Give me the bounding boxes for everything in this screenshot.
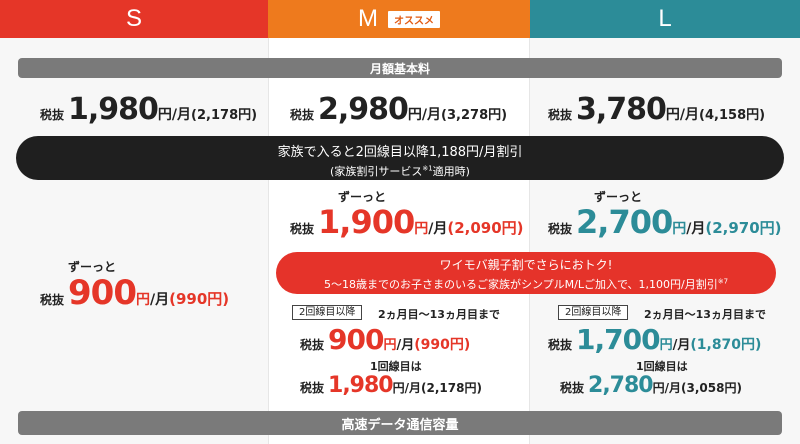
oyako-price-m: 税抜 900 円 /月 (990円)	[300, 323, 470, 356]
price-unit-month: /月	[150, 292, 170, 308]
price-unit: 円/月	[652, 381, 681, 395]
tax-label: 税抜	[548, 108, 573, 122]
first-line-price-l: 税抜 2,780 円/月 (3,058円)	[560, 373, 742, 398]
base-price-l: 税抜 3,780 円/月 (4,158円)	[548, 92, 765, 127]
recommended-badge: オススメ	[388, 10, 440, 28]
price-incl-tax: (2,970円)	[705, 219, 782, 237]
second-line-tag-m: 2回線目以降	[292, 305, 363, 320]
price-incl-tax: (2,178円)	[191, 108, 258, 123]
price-unit: 円/月	[407, 107, 442, 123]
plan-header-l: L	[530, 0, 800, 38]
tax-label: 税抜	[300, 381, 325, 395]
tax-label: 税抜	[40, 293, 65, 307]
family-note-text: (家族割引サービス	[330, 165, 423, 178]
price-value: 3,780	[576, 92, 667, 127]
oyako-note-text: 5〜18歳までのお子さまのいるご家族がシンプルM/Lご加入で、1,100円/月割…	[323, 278, 718, 291]
oyako-discount-banner: ワイモバ親子割でさらにおトク! 5〜18歳までのお子さまのいるご家族がシンプルM…	[276, 252, 776, 294]
tax-label: 税抜	[290, 222, 315, 236]
price-incl-tax: (3,058円)	[681, 381, 742, 395]
price-incl-tax: (990円)	[169, 290, 230, 308]
family-price-m: 税抜 1,900 円 /月 (2,090円)	[290, 203, 524, 241]
first-line-price-m: 税抜 1,980 円/月 (2,178円)	[300, 373, 482, 398]
oyako-discount-title: ワイモバ親子割でさらにおトク!	[439, 258, 613, 272]
tax-label: 税抜	[548, 338, 573, 352]
plan-name-l: L	[658, 5, 672, 32]
price-incl-tax: (3,278円)	[441, 108, 508, 123]
section-monthly-fee-label: 月額基本料	[369, 61, 430, 76]
price-unit: 円/月	[392, 381, 421, 395]
footnote-mark: ※7	[717, 277, 729, 286]
price-unit-yen: 円	[136, 292, 150, 308]
forever-label-l: ずーっと	[594, 190, 643, 204]
plan-name-m: M	[358, 5, 378, 32]
family-price-l: 税抜 2,700 円 /月 (2,970円)	[548, 203, 782, 241]
price-unit-yen: 円	[659, 338, 673, 353]
forever-label-s: ずーっと	[68, 260, 117, 274]
tax-label: 税抜	[40, 108, 65, 122]
price-incl-tax: (990円)	[414, 337, 471, 353]
price-unit-yen: 円	[672, 221, 687, 237]
price-incl-tax: (2,178円)	[421, 381, 482, 395]
section-monthly-fee: 月額基本料	[18, 58, 782, 78]
footnote-mark: ※1	[422, 164, 433, 173]
first-line-label-m: 1回線目は	[370, 360, 422, 373]
price-value: 1,900	[318, 203, 415, 241]
price-value: 900	[68, 273, 137, 313]
base-price-s: 税抜 1,980 円/月 (2,178円)	[40, 92, 257, 127]
price-unit-month: /月	[428, 221, 448, 237]
tax-label: 税抜	[300, 338, 325, 352]
second-line-tag-l: 2回線目以降	[558, 305, 629, 320]
price-unit: 円/月	[665, 107, 700, 123]
plan-name-s: S	[125, 5, 142, 32]
tax-label: 税抜	[548, 222, 573, 236]
price-incl-tax: (4,158円)	[699, 108, 766, 123]
family-price-s: 税抜 900 円 /月 (990円)	[40, 273, 229, 313]
family-note-text-end: 適用時)	[432, 165, 470, 178]
plan-header-m: M オススメ	[268, 0, 530, 38]
family-discount-note: (家族割引サービス※1適用時)	[16, 163, 784, 179]
price-unit-month: /月	[686, 221, 706, 237]
period-label-l: 2ヵ月目〜13ヵ月目まで	[644, 308, 766, 321]
family-discount-banner: 家族で入ると2回線目以降1,188円/月割引 (家族割引サービス※1適用時)	[16, 136, 784, 180]
base-price-m: 税抜 2,980 円/月 (3,278円)	[290, 92, 507, 127]
price-value: 1,700	[576, 323, 661, 356]
price-value: 2,780	[588, 373, 654, 398]
price-incl-tax: (1,870円)	[690, 337, 762, 353]
price-value: 2,980	[318, 92, 409, 127]
plan-header-s: S	[0, 0, 268, 38]
period-label-m: 2ヵ月目〜13ヵ月目まで	[378, 308, 500, 321]
price-unit-month: /月	[672, 338, 691, 353]
price-value: 1,980	[68, 92, 159, 127]
price-unit-yen: 円	[414, 221, 429, 237]
price-value: 2,700	[576, 203, 673, 241]
price-unit: 円/月	[157, 107, 192, 123]
price-value: 900	[328, 323, 384, 356]
forever-label-m: ずーっと	[338, 190, 387, 204]
family-discount-title: 家族で入ると2回線目以降1,188円/月割引	[277, 145, 523, 160]
tax-label: 税抜	[560, 381, 585, 395]
tax-label: 税抜	[290, 108, 315, 122]
price-unit-yen: 円	[383, 338, 397, 353]
price-value: 1,980	[328, 373, 394, 398]
price-unit-month: /月	[396, 338, 415, 353]
section-data-capacity: 高速データ通信容量	[18, 411, 782, 435]
first-line-label-l: 1回線目は	[636, 360, 688, 373]
oyako-price-l: 税抜 1,700 円 /月 (1,870円)	[548, 323, 761, 356]
price-incl-tax: (2,090円)	[447, 219, 524, 237]
section-data-capacity-label: 高速データ通信容量	[341, 417, 459, 433]
oyako-discount-note: 5〜18歳までのお子さまのいるご家族がシンプルM/Lご加入で、1,100円/月割…	[276, 276, 776, 292]
